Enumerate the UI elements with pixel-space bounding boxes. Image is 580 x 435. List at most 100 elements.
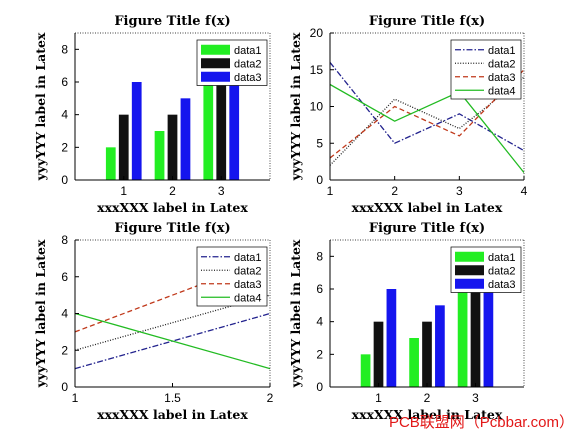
legend-label-data3: data3 <box>488 279 516 291</box>
chart-title: Figure Title f(x) <box>369 221 485 236</box>
y-axis-label: yyyYYY label in Latex <box>288 239 303 388</box>
x-tick-label: 1 <box>327 184 334 198</box>
bar-data3-3 <box>483 256 494 387</box>
x-tick-label: 1 <box>375 391 382 405</box>
y-tick-label: 8 <box>61 233 68 247</box>
y-tick-label: 8 <box>316 249 323 263</box>
x-tick-label: 1.5 <box>164 391 181 405</box>
legend-box <box>196 246 268 307</box>
x-axis-label: xxxXXX label in Latex <box>97 407 248 422</box>
y-tick-label: 0 <box>61 173 68 187</box>
x-tick-label: 3 <box>456 184 463 198</box>
chart-data-group <box>330 61 524 174</box>
chart-title: Figure Title f(x) <box>369 14 485 29</box>
chart-data-group <box>75 257 270 370</box>
y-tick-label: 0 <box>61 380 68 394</box>
x-axis-label: xxxXXX label in Latex <box>352 407 503 422</box>
legend-box <box>450 39 522 100</box>
x-tick-label: 4 <box>521 184 528 198</box>
chart-title: Figure Title f(x) <box>114 14 230 29</box>
bar-data1-3 <box>203 49 214 180</box>
y-axis-label: yyyYYY label in Latex <box>33 239 48 388</box>
legend-swatch-data2 <box>455 265 484 276</box>
x-tick-label: 3 <box>218 184 225 198</box>
bar-data2-2 <box>422 321 432 387</box>
bar-data1-1 <box>105 147 116 180</box>
bar-data3-3 <box>229 49 240 180</box>
bar-data3-1 <box>131 82 142 180</box>
y-tick-label: 15 <box>310 63 324 77</box>
chart-data-group <box>360 256 494 387</box>
y-axis-label: yyyYYY label in Latex <box>288 32 303 181</box>
watermark-text: PCB联盟网（Pcbbar.com） <box>388 414 574 431</box>
y-tick-label: 20 <box>310 26 324 40</box>
legend-swatch-data1 <box>201 44 230 55</box>
legend-label-data2: data2 <box>234 58 262 70</box>
x-tick-label: 1 <box>72 391 79 405</box>
series-line-data3 <box>330 69 524 159</box>
y-tick-label: 4 <box>316 315 323 329</box>
x-axis-label: xxxXXX label in Latex <box>352 200 503 215</box>
legend-swatch-data2 <box>201 58 230 69</box>
legend-swatch-data1 <box>455 251 484 262</box>
bar-data3-1 <box>386 289 397 387</box>
chart-panel-3: Figure Title f(x) 0 2 4 6 8 1 1.5 2 xxxXXX label … <box>33 221 274 422</box>
y-tick-label: 0 <box>316 173 323 187</box>
bar-data2-2 <box>167 114 178 180</box>
bar-data1-2 <box>409 338 419 387</box>
y-tick-label: 6 <box>61 75 68 89</box>
y-axis-label: yyyYYY label in Latex <box>33 32 48 181</box>
y-tick-label: 6 <box>316 282 323 296</box>
bar-data1-2 <box>154 131 165 180</box>
bar-data2-1 <box>118 114 129 180</box>
x-tick-label: 3 <box>472 391 479 405</box>
bar-data2-1 <box>373 321 384 387</box>
legend-label-data2: data2 <box>488 58 516 70</box>
legend-label-data3: data3 <box>234 279 262 291</box>
legend-swatch-data3 <box>201 71 230 82</box>
legend-label-data1: data1 <box>234 45 262 57</box>
chart-panel-4: Figure Title f(x) 0 2 4 6 8 1 2 3 xxxXXX label in… <box>288 221 525 422</box>
y-tick-label: 4 <box>61 108 68 122</box>
legend-label-data2: data2 <box>488 265 516 277</box>
y-tick-label: 6 <box>61 270 68 284</box>
series-line-data4 <box>330 83 524 174</box>
y-tick-label: 5 <box>316 136 323 150</box>
series-line-data2 <box>330 76 524 166</box>
y-tick-label: 10 <box>310 100 324 114</box>
x-axis-label: xxxXXX label in Latex <box>97 200 248 215</box>
legend-label-data4: data4 <box>488 85 516 97</box>
bar-data3-2 <box>435 305 445 387</box>
chart-panel-2: Figure Title f(x) 0 5 10 15 20 1 2 3 4 xxxXXX labe… <box>288 14 528 215</box>
legend-label-data2: data2 <box>234 265 262 277</box>
chart-panel-1: Figure Title f(x) 0 2 4 6 8 1 2 3 xxxXXX label in… <box>33 14 271 215</box>
x-tick-label: 2 <box>391 184 398 198</box>
legend-label-data3: data3 <box>234 72 262 84</box>
y-tick-label: 2 <box>61 343 68 357</box>
bar-data3-2 <box>180 98 191 180</box>
x-tick-label: 2 <box>424 391 431 405</box>
y-tick-label: 8 <box>61 42 68 56</box>
bar-data2-3 <box>470 256 481 387</box>
x-tick-label: 2 <box>267 391 274 405</box>
series-line-data3 <box>75 257 270 333</box>
legend-label-data1: data1 <box>234 252 262 264</box>
legend-label-data4: data4 <box>234 292 262 304</box>
y-tick-label: 2 <box>61 140 68 154</box>
legend-swatch-data3 <box>455 278 484 289</box>
y-tick-label: 4 <box>61 307 68 321</box>
legend-label-data3: data3 <box>488 72 516 84</box>
bar-data1-3 <box>457 256 468 387</box>
bar-data2-3 <box>216 49 227 180</box>
bar-data1-1 <box>360 354 371 387</box>
chart-data-group <box>105 49 240 180</box>
chart-title: Figure Title f(x) <box>114 221 230 236</box>
y-tick-label: 2 <box>316 347 323 361</box>
y-tick-label: 0 <box>316 380 323 394</box>
x-tick-label: 1 <box>120 184 127 198</box>
series-line-data4 <box>75 312 270 370</box>
